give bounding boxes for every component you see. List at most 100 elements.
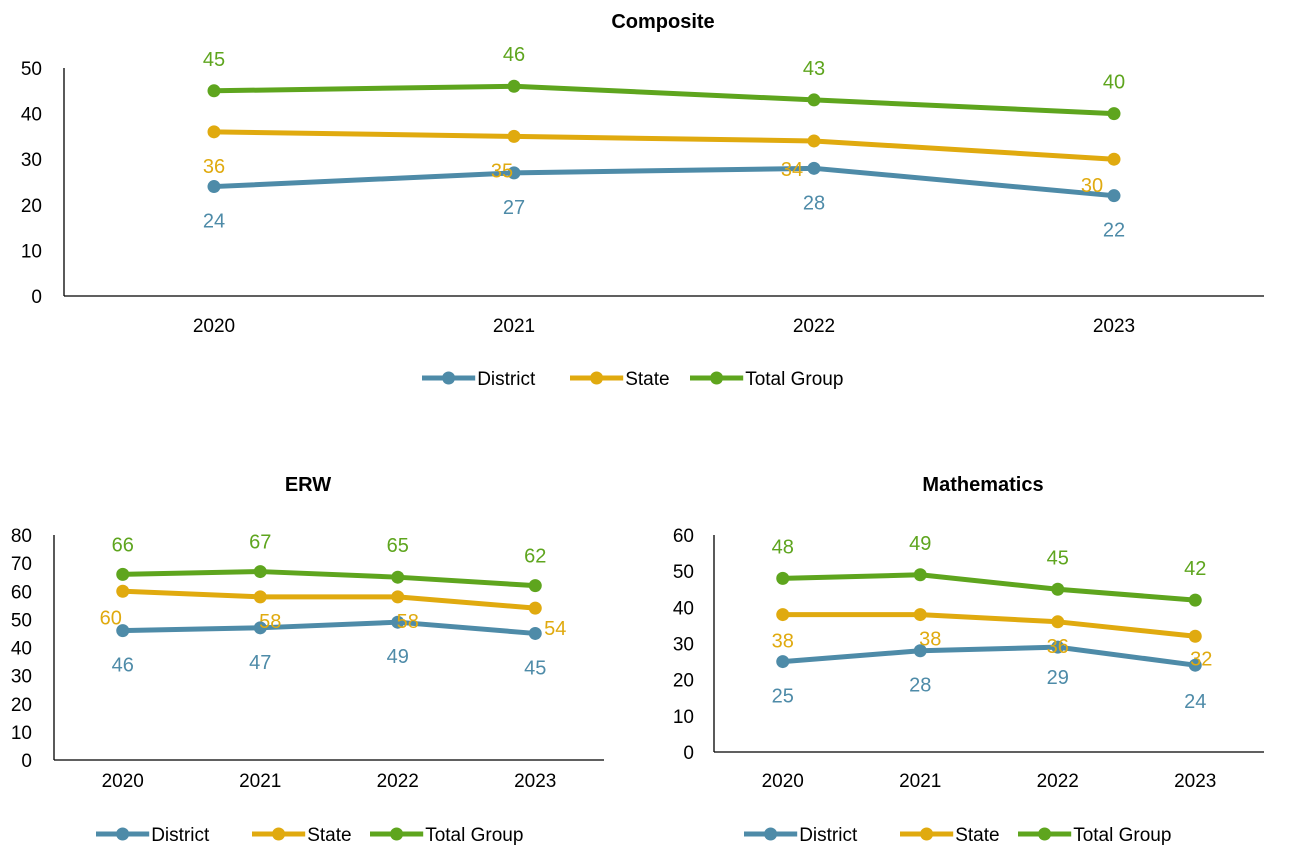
data-point [1051, 615, 1065, 629]
legend-label: District [799, 825, 858, 846]
data-point [253, 621, 267, 635]
x-tick-label: 2021 [239, 771, 281, 792]
series-state: 38 38 36 32 [772, 608, 1212, 670]
y-tick-label: 0 [21, 751, 32, 772]
legend-marker [116, 827, 130, 841]
y-tick-label: 30 [673, 635, 694, 656]
legend-item: District [96, 825, 210, 846]
legend-label: District [151, 825, 210, 846]
y-tick-label: 10 [11, 723, 32, 744]
data-label: 66 [112, 534, 134, 556]
data-point [776, 608, 790, 622]
y-tick-label: 50 [673, 562, 694, 583]
series-state: 60 58 58 54 [100, 584, 566, 640]
data-point [807, 134, 821, 148]
legend-marker [390, 827, 404, 841]
y-tick-label: 40 [11, 639, 32, 660]
legend-item: Total Group [370, 825, 523, 846]
series-state: 36 35 34 30 [203, 125, 1121, 197]
x-tick-label: 2022 [377, 771, 419, 792]
y-tick-label: 80 [11, 526, 32, 547]
y-tick-label: 30 [11, 667, 32, 688]
data-point [253, 565, 267, 579]
data-label: 46 [503, 44, 525, 66]
data-label: 45 [524, 657, 546, 679]
series-total-group: 48 49 45 42 [772, 533, 1206, 607]
x-tick-label: 2022 [793, 316, 835, 337]
y-tick-label: 70 [11, 554, 32, 575]
series-line [782, 612, 1196, 639]
data-point [1107, 189, 1121, 203]
data-label: 62 [524, 546, 546, 568]
data-label: 58 [259, 611, 281, 633]
data-point [776, 655, 790, 669]
y-tick-label: 0 [31, 287, 42, 308]
data-label: 30 [1081, 175, 1103, 197]
data-label: 32 [1190, 648, 1212, 670]
legend: District State Total Group [422, 369, 843, 390]
data-point [391, 570, 405, 584]
data-label: 25 [772, 686, 794, 708]
legend-label: Total Group [745, 369, 843, 390]
chart-title: ERW [285, 474, 331, 496]
legend-marker [920, 827, 934, 841]
data-point [253, 590, 267, 604]
data-label: 49 [909, 533, 931, 555]
data-label: 28 [803, 192, 825, 214]
legend-item: Total Group [1018, 825, 1171, 846]
data-point [207, 84, 221, 98]
data-point [807, 93, 821, 107]
data-label: 24 [203, 211, 225, 233]
legend-marker [764, 827, 778, 841]
data-label: 45 [203, 49, 225, 71]
data-label: 40 [1103, 72, 1125, 94]
series-line [122, 588, 536, 611]
x-tick-label: 2020 [102, 771, 144, 792]
data-label: 38 [919, 629, 941, 651]
data-point [1051, 582, 1065, 596]
data-label: 22 [1103, 220, 1125, 242]
legend-label: District [477, 369, 536, 390]
y-tick-label: 30 [21, 150, 42, 171]
data-label: 48 [772, 536, 794, 558]
data-label: 34 [781, 159, 803, 181]
data-point [1107, 152, 1121, 166]
y-tick-label: 50 [11, 610, 32, 631]
y-tick-label: 50 [21, 59, 42, 80]
data-point [507, 166, 521, 180]
data-label: 27 [503, 197, 525, 219]
series-line [782, 644, 1196, 668]
data-point [207, 125, 221, 139]
data-point [913, 568, 927, 582]
data-point [507, 79, 521, 93]
chart-mathematics: Mathematics 0 10 20 30 40 50 60 2020 2021 2022 2023… [673, 474, 1264, 846]
series-total-group: 66 67 65 62 [112, 532, 546, 593]
legend-marker [442, 371, 456, 385]
data-label: 47 [249, 652, 271, 674]
data-label: 58 [397, 611, 419, 633]
legend-marker [272, 827, 286, 841]
legend-label: Total Group [425, 825, 523, 846]
legend-label: State [625, 369, 669, 390]
data-point [1188, 629, 1202, 643]
data-label: 43 [803, 58, 825, 80]
data-label: 35 [491, 160, 513, 182]
data-point [1188, 658, 1202, 672]
data-label: 65 [387, 535, 409, 557]
x-tick-label: 2021 [493, 316, 535, 337]
series-total-group: 45 46 43 40 [203, 44, 1125, 121]
data-label: 42 [1184, 558, 1206, 580]
data-label: 45 [1047, 547, 1069, 569]
data-label: 36 [203, 156, 225, 178]
data-label: 60 [100, 607, 122, 629]
data-point [807, 161, 821, 175]
data-point [1051, 640, 1065, 654]
y-tick-label: 10 [673, 707, 694, 728]
legend-label: State [955, 825, 999, 846]
data-label: 46 [112, 655, 134, 677]
legend-item: State [252, 825, 352, 846]
data-label: 24 [1184, 691, 1206, 713]
data-point [116, 624, 130, 638]
legend: District State Total Group [744, 825, 1171, 846]
